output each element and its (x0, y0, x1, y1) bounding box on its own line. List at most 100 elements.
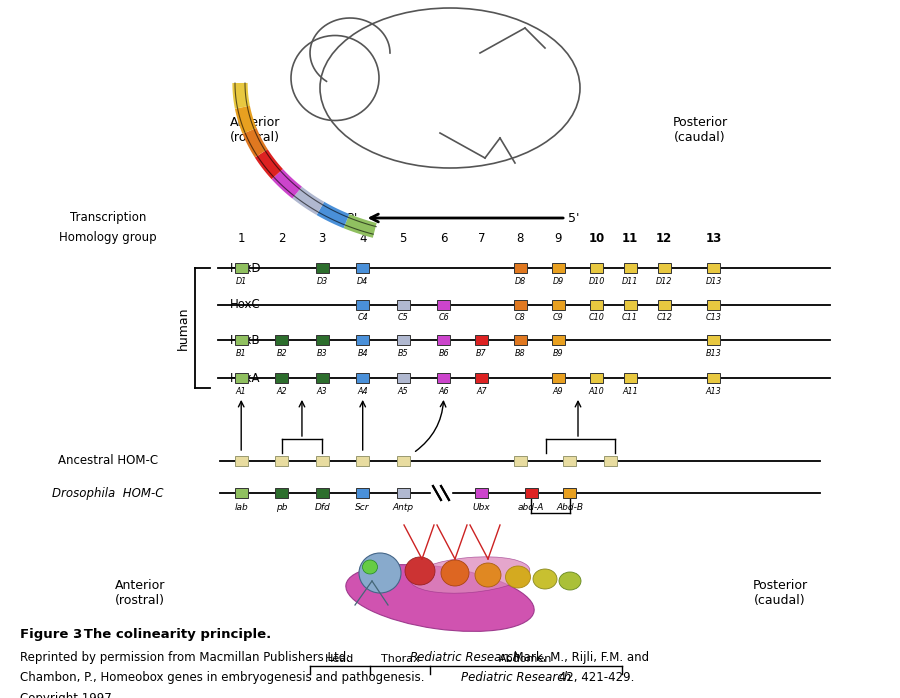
Bar (590, 263, 603, 273)
Text: Chambon, P., Homeobox genes in embryogenesis and pathogenesis.: Chambon, P., Homeobox genes in embryogen… (20, 671, 428, 685)
Text: C13: C13 (706, 313, 722, 322)
Bar (397, 300, 410, 310)
Bar (397, 488, 410, 498)
Text: 3': 3' (346, 211, 357, 225)
Bar (316, 488, 328, 498)
Text: 4: 4 (359, 232, 366, 244)
Bar (235, 488, 248, 498)
Text: B7: B7 (476, 348, 487, 357)
Text: Reprinted by permission from Macmillan Publishers Ltd:: Reprinted by permission from Macmillan P… (20, 651, 354, 664)
Text: A4: A4 (357, 387, 368, 396)
Bar (356, 263, 369, 273)
Text: A13: A13 (706, 387, 722, 396)
Text: A1: A1 (236, 387, 247, 396)
Text: Figure 3: Figure 3 (20, 628, 82, 641)
Text: B1: B1 (236, 348, 247, 357)
Text: B2: B2 (276, 348, 287, 357)
Bar (563, 488, 576, 498)
Text: Abdomen: Abdomen (500, 654, 553, 664)
Text: A7: A7 (476, 387, 487, 396)
Bar (316, 456, 328, 466)
Text: Pediatric Research: Pediatric Research (410, 651, 520, 664)
Bar (658, 263, 670, 273)
Bar (552, 373, 564, 383)
Bar (275, 488, 288, 498)
Bar (624, 263, 636, 273)
Bar (552, 300, 564, 310)
Text: B6: B6 (438, 348, 449, 357)
Bar (356, 335, 369, 345)
Text: A2: A2 (276, 387, 287, 396)
Bar (624, 373, 636, 383)
Text: D4: D4 (357, 276, 368, 285)
Bar (552, 263, 564, 273)
Text: C5: C5 (398, 313, 409, 322)
Text: 13: 13 (706, 232, 722, 244)
Text: HoxC: HoxC (230, 299, 261, 311)
Bar (235, 456, 248, 466)
Text: HoxA: HoxA (230, 371, 260, 385)
Text: . The colinearity principle.: . The colinearity principle. (74, 628, 271, 641)
Text: abd-A: abd-A (518, 503, 544, 512)
Ellipse shape (441, 560, 469, 586)
Text: D12: D12 (656, 276, 672, 285)
Bar (658, 300, 670, 310)
Text: B9: B9 (553, 348, 563, 357)
Text: human: human (176, 306, 190, 350)
Text: Transcription: Transcription (70, 211, 146, 225)
Bar (552, 335, 564, 345)
Bar (235, 263, 248, 273)
Text: B13: B13 (706, 348, 722, 357)
Bar (235, 373, 248, 383)
Text: Head: Head (326, 654, 355, 664)
Text: D8: D8 (515, 276, 526, 285)
Text: C8: C8 (515, 313, 526, 322)
Text: 3: 3 (319, 232, 326, 244)
Bar (475, 488, 488, 498)
Bar (475, 373, 488, 383)
Bar (475, 335, 488, 345)
Text: 7: 7 (478, 232, 485, 244)
Text: A10: A10 (589, 387, 605, 396)
Bar (235, 335, 248, 345)
Text: Pediatric Research: Pediatric Research (461, 671, 571, 685)
Bar (397, 335, 410, 345)
Ellipse shape (410, 557, 530, 593)
Ellipse shape (363, 560, 377, 574)
Text: Thorax: Thorax (381, 654, 419, 664)
Text: C6: C6 (438, 313, 449, 322)
Text: lab: lab (234, 503, 248, 512)
Text: 1: 1 (238, 232, 245, 244)
Bar (356, 456, 369, 466)
Text: A5: A5 (398, 387, 409, 396)
Text: A6: A6 (438, 387, 449, 396)
Ellipse shape (559, 572, 581, 590)
Bar (437, 373, 450, 383)
Text: 5': 5' (568, 211, 580, 225)
Text: B5: B5 (398, 348, 409, 357)
Bar (514, 456, 526, 466)
Text: B8: B8 (515, 348, 526, 357)
Bar (316, 263, 328, 273)
Bar (514, 300, 526, 310)
Text: 8: 8 (517, 232, 524, 244)
Text: HoxD: HoxD (230, 262, 262, 274)
Text: 10: 10 (589, 232, 605, 244)
Bar (275, 335, 288, 345)
Text: Ancestral HOM-C: Ancestral HOM-C (58, 454, 158, 468)
Bar (397, 373, 410, 383)
Text: D13: D13 (706, 276, 722, 285)
Bar (563, 456, 576, 466)
Text: C11: C11 (622, 313, 638, 322)
Bar (514, 263, 526, 273)
Text: D10: D10 (589, 276, 605, 285)
Bar (356, 488, 369, 498)
Text: HoxB: HoxB (230, 334, 261, 346)
Bar (590, 373, 603, 383)
Text: D9: D9 (553, 276, 563, 285)
Ellipse shape (506, 566, 530, 588)
Text: pb: pb (276, 503, 287, 512)
Text: Antp: Antp (392, 503, 414, 512)
Bar (624, 300, 636, 310)
Text: Posterior
(caudal): Posterior (caudal) (672, 116, 727, 144)
